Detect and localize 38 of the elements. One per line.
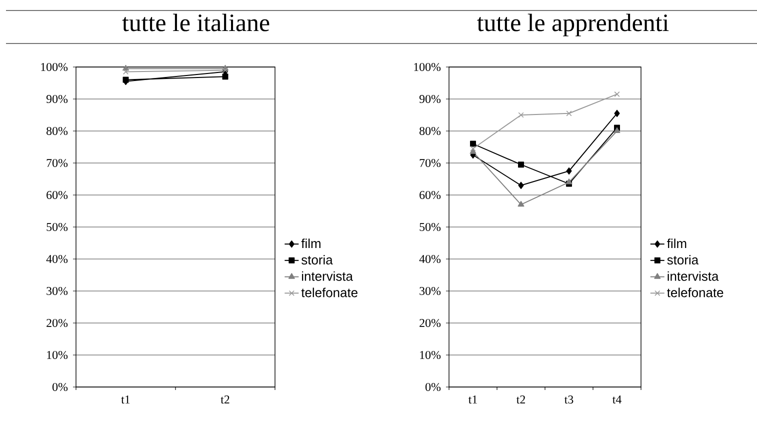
y-tick-label: 30% bbox=[420, 286, 441, 296]
y-tick-label: 20% bbox=[46, 318, 68, 328]
x-tick-label: t1 bbox=[121, 396, 130, 404]
y-tick-label: 40% bbox=[419, 254, 441, 264]
chart-title: tutte le apprendenti bbox=[477, 14, 669, 36]
y-tick-label: 20% bbox=[420, 318, 441, 328]
legend-label: storia bbox=[302, 254, 333, 264]
y-tick-label: 60% bbox=[420, 190, 441, 200]
y-tick-label: 100% bbox=[414, 62, 441, 72]
y-tick-label: 70% bbox=[420, 158, 441, 168]
y-tick-label: 0% bbox=[426, 382, 441, 392]
chart-title: tutte le italiane bbox=[122, 14, 270, 32]
y-tick-label: 40% bbox=[46, 254, 68, 264]
y-tick-label: 100% bbox=[41, 62, 68, 72]
x-tick-label: t4 bbox=[612, 396, 622, 404]
y-tick-label: 90% bbox=[419, 94, 441, 104]
y-tick-label: 10% bbox=[47, 350, 68, 360]
x-tick-label: t2 bbox=[220, 396, 230, 404]
y-tick-label: 50% bbox=[420, 222, 441, 232]
y-tick-label: 50% bbox=[46, 222, 68, 232]
y-tick-label: 10% bbox=[420, 350, 441, 360]
x-tick-label: t1 bbox=[468, 396, 477, 404]
y-tick-label: 70% bbox=[46, 158, 68, 168]
y-tick-label: 90% bbox=[46, 94, 68, 104]
legend-label: storia bbox=[667, 254, 699, 264]
y-tick-label: 30% bbox=[46, 286, 68, 296]
legend-label: telefonate bbox=[301, 288, 358, 298]
legend-label: telefonate bbox=[667, 288, 724, 298]
y-tick-label: 80% bbox=[420, 126, 441, 136]
y-tick-label: 80% bbox=[46, 126, 68, 136]
y-tick-label: 60% bbox=[46, 190, 68, 200]
x-tick-label: t2 bbox=[516, 396, 525, 404]
legend-label: intervista bbox=[302, 271, 353, 281]
legend-label: film bbox=[301, 238, 320, 248]
y-tick-label: 0% bbox=[52, 382, 68, 392]
x-tick-label: t3 bbox=[564, 396, 574, 404]
legend-label: intervista bbox=[668, 271, 719, 281]
legend-label: film bbox=[667, 238, 686, 248]
